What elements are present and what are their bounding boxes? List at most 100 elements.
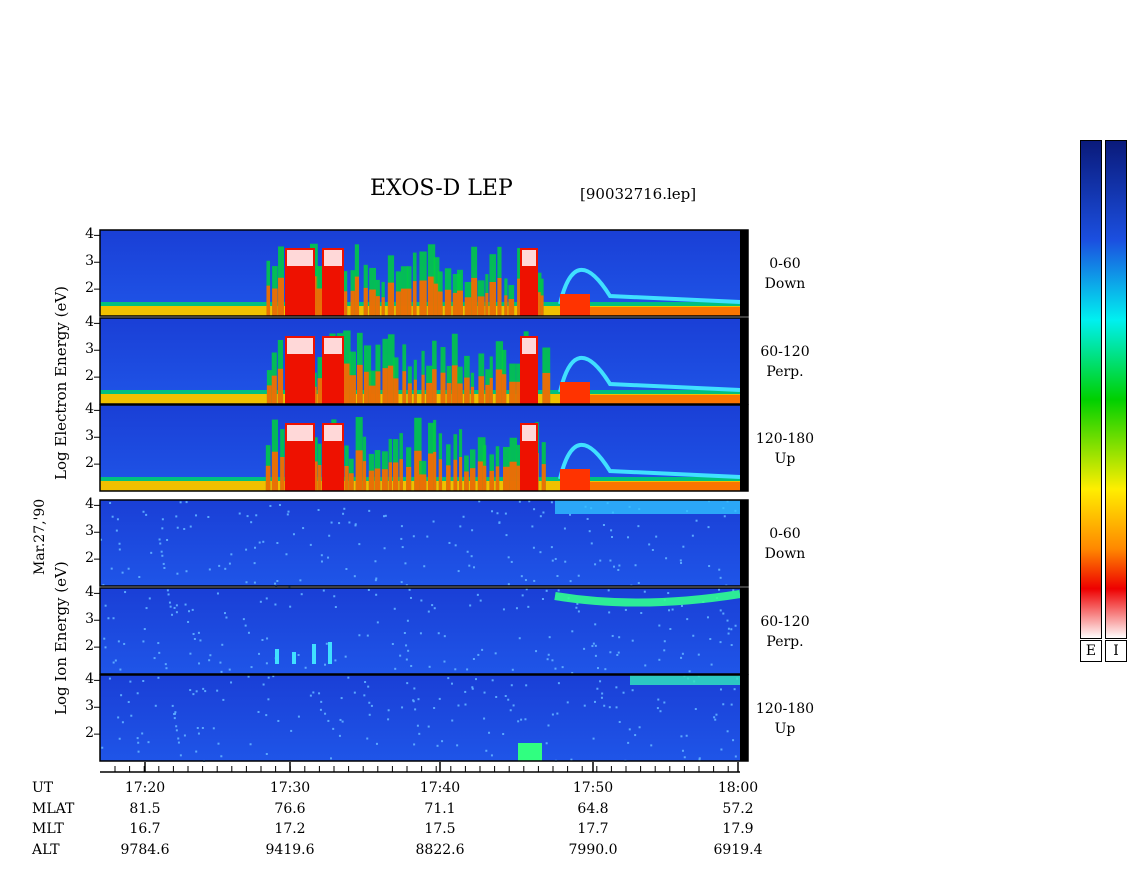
noise-speck bbox=[212, 727, 215, 730]
noise-speck bbox=[450, 682, 453, 685]
noise-speck bbox=[161, 554, 164, 557]
noise-speck bbox=[656, 707, 659, 710]
spectrogram-panel bbox=[99, 499, 749, 588]
late-band bbox=[590, 482, 740, 491]
burst-core bbox=[402, 371, 407, 404]
noise-speck bbox=[432, 520, 435, 523]
burst-core bbox=[318, 464, 322, 491]
noise-speck bbox=[209, 654, 212, 657]
chart-title: EXOS-D LEP bbox=[370, 176, 513, 201]
burst-core bbox=[470, 386, 475, 404]
noise-speck bbox=[129, 680, 132, 683]
noise-speck bbox=[468, 564, 471, 567]
noise-speck bbox=[161, 518, 164, 521]
noise-speck bbox=[119, 668, 122, 671]
noise-speck bbox=[174, 711, 177, 714]
panel-edge-strip bbox=[740, 500, 748, 586]
noise-speck bbox=[265, 753, 268, 756]
noise-speck bbox=[115, 529, 118, 532]
noise-speck bbox=[197, 732, 200, 735]
burst-core bbox=[413, 379, 417, 404]
noise-speck bbox=[502, 608, 505, 611]
noise-speck bbox=[413, 743, 416, 746]
noise-speck bbox=[681, 749, 684, 752]
noise-speck bbox=[594, 563, 597, 566]
orbit-row-value: 17.9 bbox=[722, 821, 754, 837]
noise-speck bbox=[507, 698, 510, 701]
noise-speck bbox=[483, 691, 486, 694]
channel-range: 60-120 bbox=[760, 344, 810, 360]
noise-speck bbox=[189, 525, 192, 528]
noise-speck bbox=[354, 524, 357, 527]
noise-speck bbox=[406, 619, 409, 622]
noise-speck bbox=[142, 680, 145, 683]
noise-speck bbox=[208, 568, 211, 571]
noise-speck bbox=[255, 514, 258, 517]
noise-speck bbox=[640, 612, 643, 615]
noise-speck bbox=[713, 716, 716, 719]
noise-speck bbox=[118, 542, 121, 545]
noise-speck bbox=[219, 661, 222, 664]
noise-speck bbox=[118, 737, 121, 740]
noise-speck bbox=[197, 631, 200, 634]
noise-speck bbox=[622, 691, 625, 694]
orbit-row-value: 17:40 bbox=[419, 780, 461, 796]
noise-speck bbox=[470, 555, 473, 558]
noise-speck bbox=[551, 559, 554, 562]
burst-core bbox=[477, 461, 486, 491]
noise-speck bbox=[431, 604, 434, 607]
noise-speck bbox=[732, 739, 735, 742]
noise-speck bbox=[627, 741, 630, 744]
noise-speck bbox=[692, 634, 695, 637]
noise-speck bbox=[192, 632, 195, 635]
burst-core bbox=[478, 376, 485, 404]
dispersion-curve bbox=[558, 442, 741, 480]
noise-speck bbox=[730, 703, 733, 706]
noise-speck bbox=[383, 515, 386, 518]
noise-speck bbox=[504, 695, 507, 698]
burst-core bbox=[317, 378, 324, 404]
orbit-row-value: 17:20 bbox=[124, 780, 166, 796]
noise-speck bbox=[199, 639, 202, 642]
noise-speck bbox=[262, 683, 265, 686]
ion-spike bbox=[275, 649, 279, 664]
noise-speck bbox=[547, 724, 550, 727]
y-tick-label: 2 bbox=[85, 550, 94, 567]
panel-edge-strip bbox=[740, 405, 748, 491]
noise-speck bbox=[192, 693, 195, 696]
burst-core bbox=[393, 378, 399, 404]
orbit-row-value: 81.5 bbox=[129, 801, 161, 817]
burst-core bbox=[375, 371, 381, 404]
noise-speck bbox=[596, 687, 599, 690]
noise-speck bbox=[153, 657, 156, 660]
noise-speck bbox=[137, 750, 140, 753]
noise-speck bbox=[707, 526, 710, 529]
noise-speck bbox=[624, 608, 627, 611]
noise-speck bbox=[171, 704, 174, 707]
noise-speck bbox=[358, 634, 361, 637]
panel-edge-strip bbox=[740, 675, 748, 761]
noise-speck bbox=[277, 719, 280, 722]
noise-speck bbox=[375, 577, 378, 580]
noise-speck bbox=[207, 516, 210, 519]
burst-core bbox=[509, 461, 518, 491]
noise-speck bbox=[547, 653, 550, 656]
burst-core bbox=[457, 290, 463, 316]
noise-speck bbox=[245, 581, 248, 584]
noise-speck bbox=[413, 687, 416, 690]
noise-speck bbox=[710, 663, 713, 666]
noise-speck bbox=[554, 557, 557, 560]
noise-speck bbox=[539, 515, 542, 518]
noise-speck bbox=[709, 638, 712, 641]
noise-speck bbox=[510, 684, 513, 687]
noise-speck bbox=[730, 628, 733, 631]
noise-speck bbox=[604, 668, 607, 671]
burst-core bbox=[495, 369, 504, 404]
noise-speck bbox=[507, 583, 510, 586]
noise-speck bbox=[324, 663, 327, 666]
noise-speck bbox=[451, 719, 454, 722]
burst-core bbox=[459, 456, 463, 491]
channel-range: 0-60 bbox=[769, 256, 801, 272]
noise-speck bbox=[504, 512, 507, 515]
y-tick-label: 3 bbox=[85, 698, 94, 715]
